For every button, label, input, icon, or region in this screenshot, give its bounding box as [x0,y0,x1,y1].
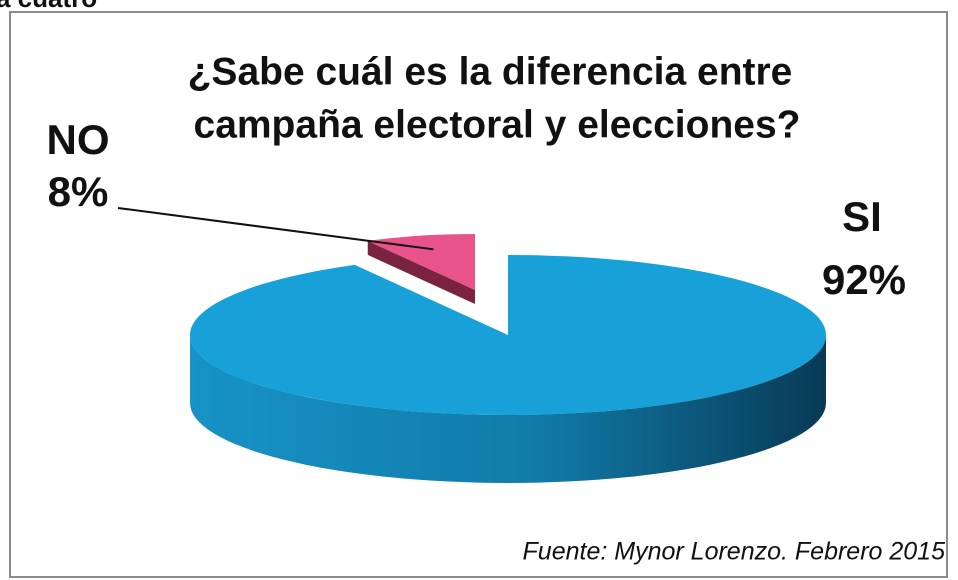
pie-slice [190,255,826,415]
category-label: NO [47,116,110,163]
pie-side [190,335,826,483]
value-label: 8% [48,168,109,215]
header: a cuatro [0,0,97,13]
pie [117,207,826,483]
chart-title: campaña electoral y elecciones? [194,103,801,146]
pie-side [367,240,475,304]
pie-slice [367,234,475,290]
value-label: 92% [822,256,906,303]
source-note: Fuente: Mynor Lorenzo. Febrero 2015 [523,538,946,566]
chart-frame [9,11,948,578]
leader-line [117,207,434,251]
chart-title: ¿Sabe cuál es la diferencia entre [188,50,793,93]
category-label: SI [842,193,882,240]
